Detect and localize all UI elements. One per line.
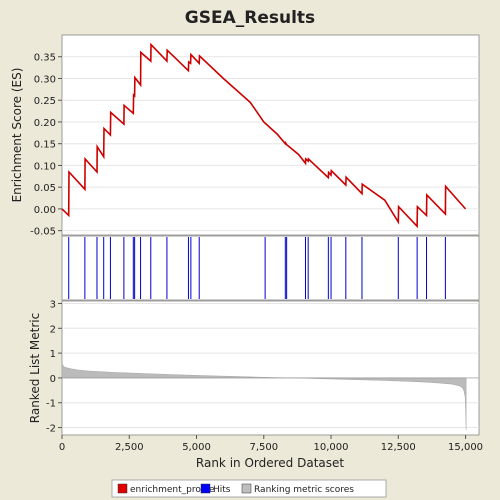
legend-swatch (200, 483, 211, 494)
metric-y-ticks: -2 -1 0 1 2 3 (46, 299, 62, 435)
es-y-tick-label: 0.30 (34, 74, 56, 85)
es-y-tick-label: 0.20 (34, 118, 56, 129)
metric-plot-area (61, 300, 480, 436)
es-y-tick-label: 0.05 (34, 183, 56, 194)
legend-label: Ranking metric scores (254, 485, 354, 495)
es-y-ticks: -0.05 0.00 0.05 0.10 0.15 0.20 0.25 0.30 0.35 (30, 53, 62, 238)
x-tick-label: 12,500 (381, 442, 416, 453)
metric-y-tick-label: 0 (50, 374, 56, 385)
legend-label: Hits (213, 485, 231, 495)
es-y-tick-label: 0.10 (34, 161, 56, 172)
enrichment-profile-line (61, 42, 467, 229)
es-grid (62, 56, 479, 232)
chart-title: GSEA_Results (185, 8, 315, 28)
metric-y-axis-label: Ranked List Metric (28, 313, 42, 423)
metric-x-ticks: 0 2,500 5,000 7,500 10,000 12,500 15,000 (59, 435, 483, 453)
x-axis-label: Rank in Ordered Dataset (196, 456, 344, 470)
x-tick-label: 2,500 (115, 442, 144, 453)
metric-y-tick-label: -2 (46, 424, 56, 435)
metric-y-tick-label: 2 (50, 324, 56, 335)
es-y-axis-label: Enrichment Score (ES) (10, 68, 24, 203)
hits-ticks (68, 237, 446, 299)
es-y-tick-label: 0.15 (34, 140, 56, 151)
metric-y-tick-label: 1 (50, 349, 56, 360)
x-tick-label: 10,000 (314, 442, 349, 453)
x-tick-label: 5,000 (182, 442, 211, 453)
x-tick-label: 0 (59, 442, 65, 453)
hits-plot-area (61, 235, 480, 301)
es-y-tick-label: 0.35 (34, 53, 56, 64)
x-tick-label: 15,000 (448, 442, 483, 453)
metric-y-tick-label: -1 (46, 399, 56, 410)
legend-swatch (117, 483, 128, 494)
enrichment-profile-series (61, 42, 467, 229)
ranking-metric-area (61, 362, 479, 431)
legend-label: enrichment_profile (130, 485, 215, 495)
es-y-tick-label: 0.00 (34, 205, 56, 216)
legend-swatch (241, 483, 252, 494)
es-y-tick-label: -0.05 (30, 227, 56, 238)
metric-y-tick-label: 3 (50, 299, 56, 310)
es-plot-area (61, 34, 480, 236)
x-tick-label: 7,500 (249, 442, 278, 453)
es-y-tick-label: 0.25 (34, 96, 56, 107)
